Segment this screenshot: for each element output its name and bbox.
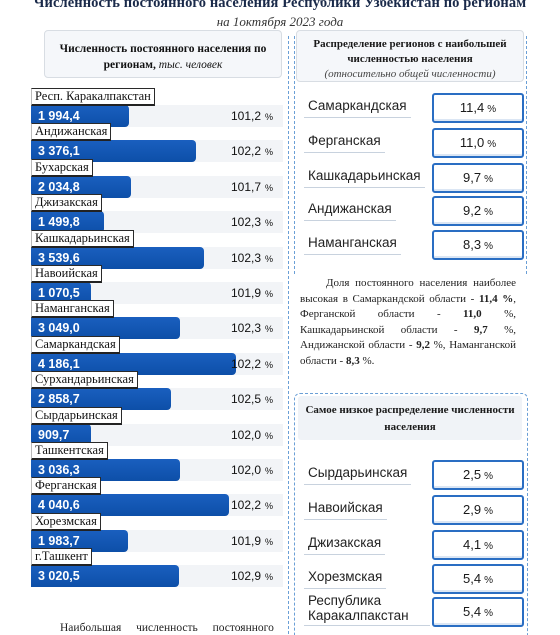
ranked-region-share: 11,4%	[432, 93, 524, 123]
region-bar: 3 049,0	[31, 317, 181, 340]
region-bar: 4 186,1	[31, 352, 236, 375]
region-growth-pct: 102,0%	[231, 427, 274, 442]
region-bar-track	[31, 423, 283, 446]
region-bar: 3 539,6	[31, 246, 205, 269]
ranked-region-share: 4,1%	[432, 530, 524, 560]
region-name: г.Ташкент	[31, 548, 92, 567]
ranked-region-name: Сырдарьинская	[304, 462, 412, 485]
ranked-region-name: Кашкадарьинская	[304, 165, 425, 188]
region-growth-pct: 102,5%	[231, 392, 274, 407]
region-growth-pct: 101,9%	[231, 286, 274, 300]
divider-line	[288, 36, 289, 634]
ranked-region-name: Ферганская	[304, 130, 385, 153]
region-bar: 1 983,7	[31, 529, 129, 552]
region-bar: 3 376,1	[31, 140, 197, 163]
ranked-region-share: 11,0%	[432, 128, 524, 158]
region-growth-pct: 102,3%	[231, 250, 274, 265]
ranked-region-name: Самаркандская	[304, 95, 411, 118]
left-heading-unit: тыс. человек	[158, 59, 223, 71]
region-bar: 1 070,5	[31, 282, 91, 304]
region-growth-pct: 102,2%	[231, 498, 274, 513]
region-name: Ферганская	[31, 477, 101, 496]
ranked-region-name: Хорезмская	[304, 566, 387, 589]
low-share-frame	[294, 393, 528, 635]
footer-text: Наибольшая численность постоянного	[60, 622, 274, 634]
left-heading-text: Численность постоянного населения по рег…	[59, 43, 267, 71]
ranked-region-share: 9,2%	[432, 196, 524, 226]
region-name: Респ. Каракалпакстан	[31, 88, 155, 106]
divider-line	[294, 36, 295, 274]
ranked-region-share: 5,4%	[432, 564, 524, 594]
ranked-region-name: Навоийская	[304, 497, 387, 520]
region-growth-pct: 102,9%	[231, 569, 274, 584]
region-name: Самаркандская	[31, 335, 120, 354]
region-name: Наманганская	[31, 300, 114, 319]
region-bar: 1 994,4	[31, 105, 129, 127]
ranked-region-share: 5,4%	[432, 597, 524, 627]
region-name: Хорезмская	[31, 512, 101, 531]
region-name: Джизакская	[31, 194, 102, 213]
region-bar: 3 020,5	[31, 565, 179, 588]
region-bar: 909,7	[31, 423, 91, 446]
ranked-region-name: Андижанская	[304, 198, 396, 221]
region-bar: 1 499,8	[31, 211, 105, 234]
region-growth-pct: 101,9%	[231, 533, 274, 548]
region-name: Навоийская	[31, 265, 102, 283]
top-share-note: (относительно общей численности)	[324, 68, 496, 80]
region-growth-pct: 102,2%	[231, 356, 274, 371]
ranked-region-share: 2,5%	[432, 460, 524, 490]
region-growth-pct: 101,7%	[231, 179, 274, 194]
region-name: Ташкентская	[31, 442, 108, 460]
region-growth-pct: 102,3%	[231, 215, 274, 230]
ranked-region-share: 8,3%	[432, 230, 524, 260]
ranked-region-name: Республика Каракалпакстан	[304, 593, 430, 626]
top-share-paragraph: Доля постоянного населения наиболее высо…	[300, 277, 517, 367]
divider-line	[526, 36, 527, 274]
region-name: Андижанская	[31, 123, 112, 142]
region-growth-pct: 102,0%	[231, 463, 274, 477]
low-share-heading: Самое низкое распределение численности н…	[298, 396, 522, 440]
region-bar: 2 034,8	[31, 175, 131, 198]
ranked-region-share: 9,7%	[432, 163, 524, 193]
region-growth-pct: 102,3%	[231, 321, 274, 336]
region-bar: 2 858,7	[31, 388, 171, 411]
top-share-title: Распределение регионов с наибольшей числ…	[313, 38, 507, 65]
region-growth-pct: 102,2%	[231, 144, 274, 159]
left-panel-heading: Численность постоянного населения по рег…	[44, 30, 282, 78]
region-name: Кашкадарьинская	[31, 229, 134, 248]
region-name: Сурхандарьинская	[31, 371, 138, 390]
region-growth-pct: 101,2%	[231, 109, 274, 123]
region-bar: 3 036,3	[31, 459, 180, 481]
ranked-region-name: Наманганская	[304, 232, 401, 255]
ranked-region-name: Джизакская	[304, 532, 386, 555]
region-bar-track	[31, 282, 283, 304]
region-name: Сырдарьинская	[31, 406, 122, 425]
region-bar: 4 040,6	[31, 494, 229, 517]
top-share-heading: Распределение регионов с наибольшей числ…	[296, 30, 524, 82]
ranked-region-share: 2,9%	[432, 495, 524, 525]
page-subtitle: на 1октября 2023 года	[216, 14, 344, 29]
page-title: Численность постоянного населения Респуб…	[33, 0, 527, 11]
region-name: Бухарская	[31, 158, 93, 177]
